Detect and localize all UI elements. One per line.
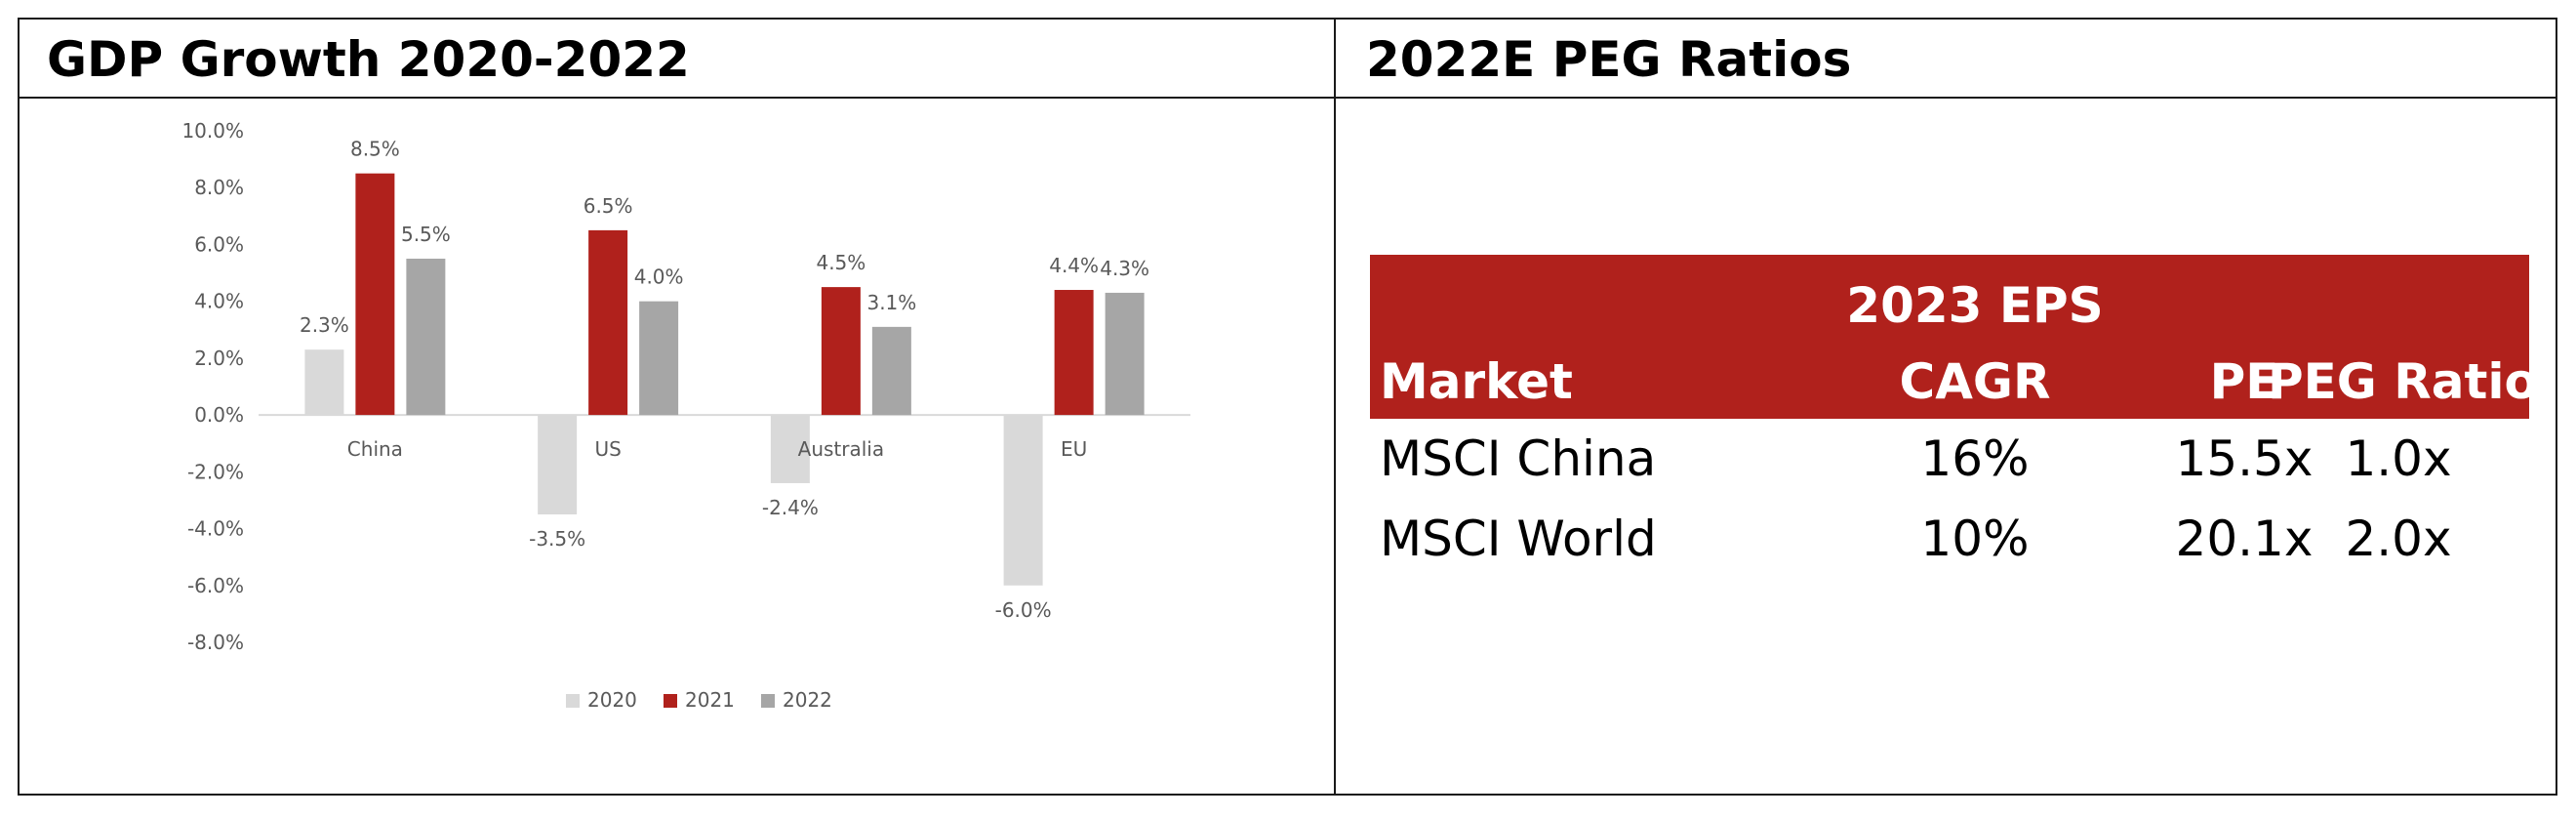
gdp-bar-chart: 10.0% 8.0% 6.0% 4.0% 2.0% 0.0% -2.0% -4.0% -6.0%… [181,119,1190,712]
y-tick-label: 2.0% [194,347,244,370]
data-label: 4.5% [816,251,865,274]
outer-frame [18,18,2557,796]
bar-2020-china [304,349,344,416]
y-tick-label: -2.0% [187,460,244,483]
peg-table-header: 2023 EPS Market CAGR PE PEG Ratio [1370,255,2538,419]
bar-2021-australia [821,287,861,416]
header-pe: PE [2209,353,2279,410]
data-label: -2.4% [762,496,819,519]
legend-swatch-2020 [566,694,580,708]
gdp-panel-title: GDP Growth 2020-2022 [47,31,690,88]
bar-2021-china [355,173,395,416]
bar-2022-us [639,301,679,416]
header-peg-ratio: PEG Ratio [2268,353,2538,410]
legend-swatch-2022 [761,694,775,708]
y-tick-label: -4.0% [187,517,244,541]
bar-2021-eu [1054,290,1094,416]
data-label: -6.0% [995,598,1052,622]
data-label: 6.5% [584,194,633,218]
legend-label: 2022 [783,688,832,712]
table-row: MSCI China 16% 15.5x 1.0x [1370,419,2529,499]
title-divider [18,97,2557,99]
data-label: 8.5% [350,138,400,161]
data-label: 4.0% [634,266,684,289]
data-label: 4.4% [1049,254,1099,277]
legend-swatch-2021 [664,694,677,708]
peg-panel-title: 2022E PEG Ratios [1366,31,1852,88]
data-label: 3.1% [866,291,916,314]
data-label: 2.3% [300,313,349,337]
bar-2020-eu [1003,415,1043,586]
y-tick-label: -8.0% [187,631,244,654]
category-label: EU [1061,437,1087,461]
bar-2020-us [538,415,578,514]
row-market: MSCI China [1380,430,1657,487]
category-label: US [594,437,621,461]
bar-2022-australia [871,326,911,416]
header-eps-label: 2023 EPS [1846,277,2104,334]
y-tick-label: 6.0% [194,232,244,256]
data-label: 5.5% [401,223,451,246]
data-label: -3.5% [529,527,585,551]
peg-table: 2023 EPS Market CAGR PE PEG Ratio MSCI C… [1370,255,2538,579]
table-row: MSCI World 10% 20.1x 2.0x [1370,499,2529,579]
row-peg: 2.0x [2345,511,2452,567]
category-label: Australia [798,437,884,461]
row-cagr: 16% [1920,430,2030,487]
category-label: China [347,437,403,461]
row-pe: 15.5x [2175,430,2314,487]
row-market: MSCI World [1380,511,1657,567]
y-tick-label: 8.0% [194,176,244,199]
header-cagr: CAGR [1899,353,2051,410]
y-tick-label: 4.0% [194,290,244,313]
row-peg: 1.0x [2345,430,2452,487]
legend-label: 2020 [587,688,637,712]
data-label: 4.3% [1100,257,1149,280]
bar-2022-eu [1105,292,1145,416]
legend-label: 2021 [685,688,735,712]
row-cagr: 10% [1920,511,2030,567]
bar-2022-china [406,259,446,416]
header-market: Market [1380,353,1573,410]
panel-divider [1334,18,1336,796]
y-tick-label: 10.0% [181,119,244,143]
bar-2021-us [588,229,628,416]
row-pe: 20.1x [2175,511,2314,567]
y-tick-label: -6.0% [187,574,244,597]
bar-2020-australia [770,415,810,483]
y-tick-label: 0.0% [194,403,244,427]
